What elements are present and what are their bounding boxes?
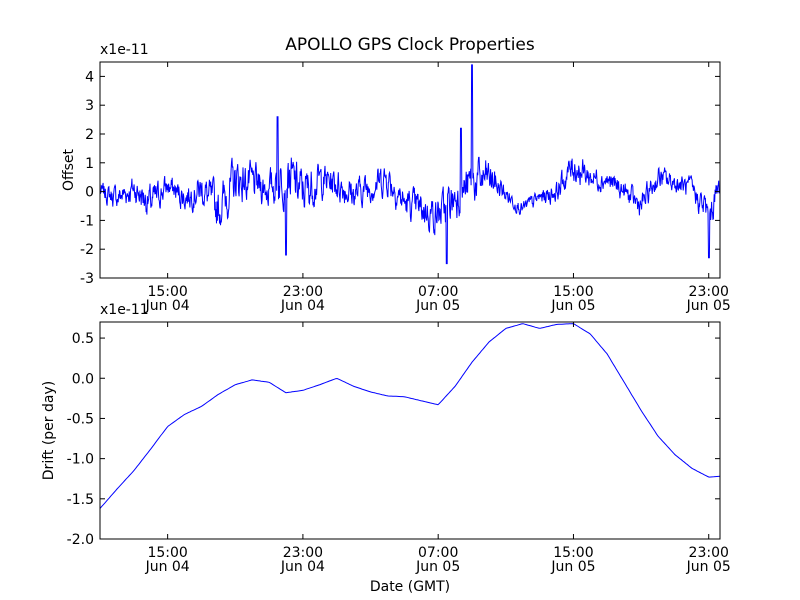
x-tick-label-time: 23:00	[689, 545, 729, 561]
y-tick-label: -1.0	[67, 452, 94, 468]
x-tick-label-time: 15:00	[147, 545, 187, 561]
x-tick-label-date: Jun 04	[280, 298, 325, 314]
y-tick-label: 2	[85, 127, 94, 143]
y-tick-label: 0.0	[72, 371, 94, 387]
x-tick-label-date: Jun 05	[686, 559, 731, 575]
y-tick-label: -2	[80, 242, 94, 258]
offset-axes-frame	[99, 61, 721, 279]
y-tick-label: 0.5	[72, 331, 94, 347]
y-tick-label: -2.0	[67, 532, 94, 548]
x-tick-label-time: 15:00	[553, 545, 593, 561]
x-tick-label-time: 23:00	[283, 545, 323, 561]
drift-series-line	[99, 323, 721, 509]
x-tick-label-date: Jun 04	[280, 559, 325, 575]
y-tick-label: -3	[80, 271, 94, 287]
x-tick-label-date: Jun 04	[145, 298, 190, 314]
figure-title: APOLLO GPS Clock Properties	[285, 35, 535, 55]
x-tick-label-time: 15:00	[553, 284, 593, 300]
drift-x-axis-label: Date (GMT)	[370, 579, 450, 595]
x-tick-label-time: 15:00	[147, 284, 187, 300]
x-tick-label-date: Jun 05	[415, 298, 460, 314]
offset-scale-label: x1e-11	[100, 42, 149, 58]
y-tick-label: -1.5	[67, 492, 94, 508]
x-tick-label-date: Jun 05	[415, 559, 460, 575]
offset-series-line	[99, 64, 721, 265]
drift-axes-frame	[99, 321, 721, 540]
drift-scale-label: x1e-11	[100, 302, 149, 318]
x-tick-label-date: Jun 05	[550, 298, 595, 314]
drift-y-axis-label: Drift (per day)	[41, 381, 57, 480]
x-tick-label-date: Jun 05	[550, 559, 595, 575]
y-tick-label: -1	[80, 213, 94, 229]
x-tick-label-time: 23:00	[689, 284, 729, 300]
y-tick-label: 0	[85, 185, 94, 201]
offset-y-ticks: -3 -2 -1 0 1 2 3 4	[80, 69, 720, 287]
y-tick-label: 1	[85, 156, 94, 172]
y-tick-label: -0.5	[67, 411, 94, 427]
y-tick-label: 3	[85, 98, 94, 114]
x-tick-label-time: 07:00	[418, 545, 458, 561]
x-tick-label-date: Jun 04	[145, 559, 190, 575]
x-tick-label-date: Jun 05	[686, 298, 731, 314]
y-tick-label: 4	[85, 69, 94, 85]
drift-y-ticks: -2.0 -1.5 -1.0 -0.5 0.0 0.5	[67, 331, 720, 548]
x-tick-label-time: 23:00	[283, 284, 323, 300]
x-tick-label-time: 07:00	[418, 284, 458, 300]
offset-y-axis-label: Offset	[61, 148, 77, 191]
